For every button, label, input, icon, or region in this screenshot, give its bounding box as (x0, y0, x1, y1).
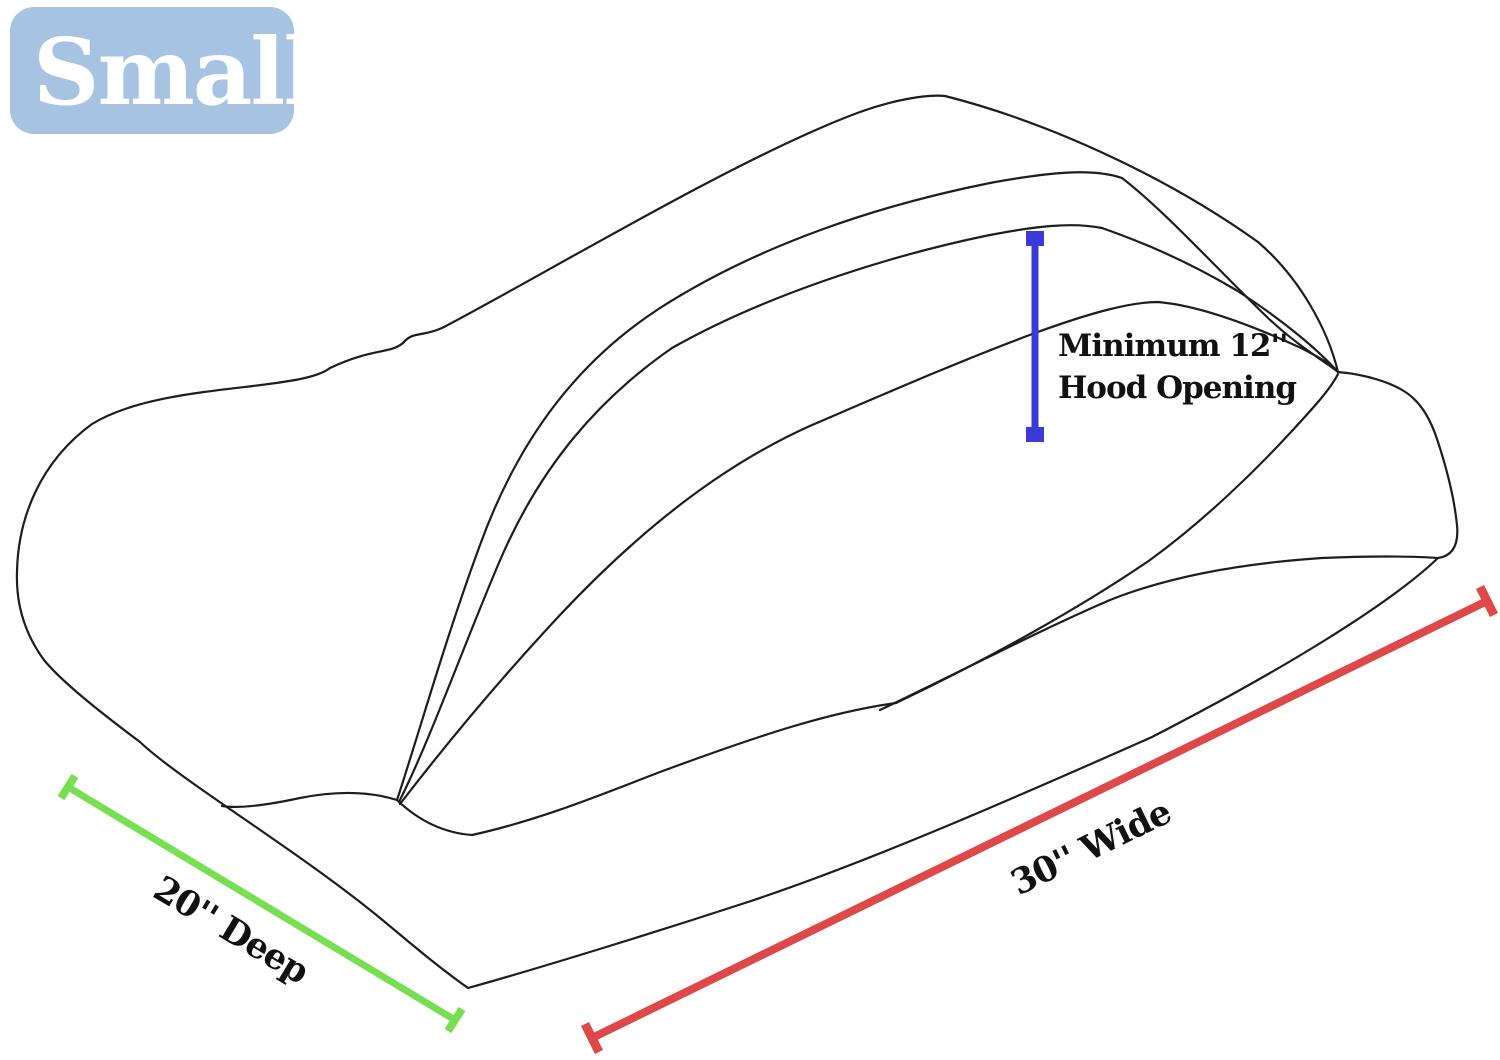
width-dimension-right-cap (1475, 584, 1499, 618)
hood-opening-dimension-top-cap (1026, 231, 1044, 246)
hood-opening-label-line2: Hood Opening (1058, 370, 1296, 406)
cushion-left-seam (220, 791, 399, 808)
size-badge: Small (10, 7, 318, 134)
depth-dimension-top-cap (57, 773, 79, 801)
depth-dimension-line (66, 784, 457, 1023)
width-dimension-line (590, 597, 1489, 1042)
width-label: 30'' Wide (1005, 792, 1178, 904)
hood-rim-outer-edge (395, 171, 1340, 802)
cushion-top-edge (395, 372, 1340, 837)
width-dimension-left-cap (580, 1021, 604, 1055)
depth-dimension: 20'' Deep (57, 773, 466, 1034)
hood-opening-dimension-bottom-cap (1026, 427, 1044, 442)
hood-opening-dimension: Minimum 12'' Hood Opening (1026, 231, 1297, 442)
size-badge-background (10, 7, 294, 134)
bed-outer-silhouette (15, 94, 1459, 990)
hood-opening-inner-curve (398, 300, 1340, 806)
depth-dimension-bottom-cap (444, 1006, 466, 1034)
width-dimension: 30'' Wide (580, 584, 1499, 1055)
size-badge-label: Small (33, 18, 316, 126)
hood-opening-label-line1: Minimum 12'' (1058, 328, 1287, 364)
hood-rim-front-edge (397, 224, 1340, 804)
base-seam-line (878, 555, 1439, 712)
bed-outline-sketch (15, 94, 1459, 990)
